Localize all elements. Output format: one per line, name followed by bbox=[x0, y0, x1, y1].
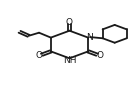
Text: O: O bbox=[35, 51, 42, 60]
Text: O: O bbox=[66, 18, 73, 27]
Text: NH: NH bbox=[63, 56, 76, 65]
Text: O: O bbox=[97, 51, 104, 60]
Text: N: N bbox=[86, 33, 93, 42]
